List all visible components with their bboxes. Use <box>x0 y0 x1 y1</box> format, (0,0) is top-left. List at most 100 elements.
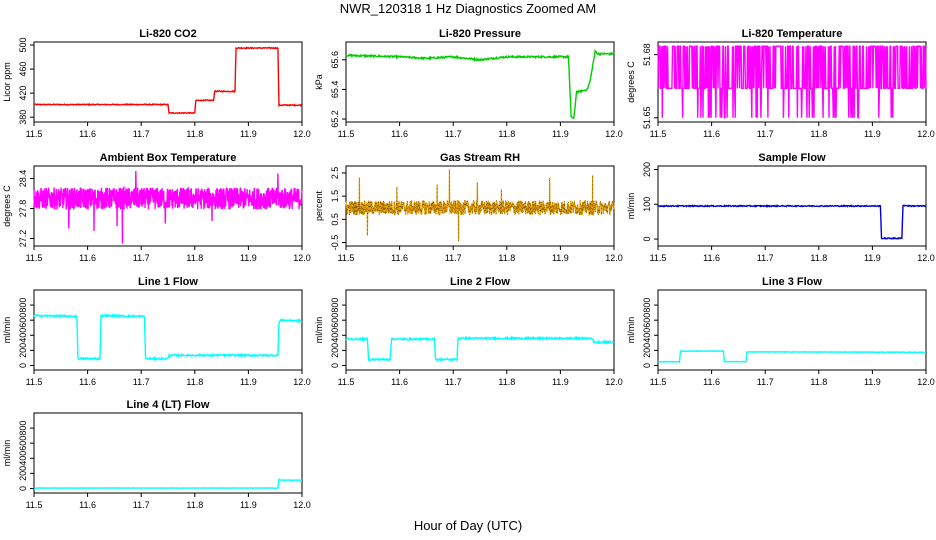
panel-title: Li-820 Pressure <box>439 28 521 40</box>
y-tick-label: 0 <box>642 237 652 242</box>
x-tick-label: 11.8 <box>186 253 203 263</box>
series-line <box>345 48 615 120</box>
y-tick-label: 51.65 <box>642 107 652 130</box>
plot-frame <box>345 41 615 123</box>
panel-title: Ambient Box Temperature <box>100 152 237 164</box>
x-tick-label: 11.5 <box>26 129 43 139</box>
x-tick-label: 11.7 <box>133 500 150 510</box>
x-tick-label: 11.5 <box>338 377 355 387</box>
x-tick-label: 11.9 <box>552 253 569 263</box>
y-tick-label: 800 <box>18 298 28 313</box>
chart-panel-7: Line 1 Flow ml/min 11.5 11.6 11.7 11.8 11.9 12.… <box>2 276 311 387</box>
plot-frame <box>33 41 303 123</box>
y-tick-label: 460 <box>18 62 28 77</box>
x-tick-label: 11.9 <box>864 129 881 139</box>
series-line <box>345 335 614 363</box>
panel-title: Gas Stream RH <box>440 152 520 164</box>
y-axis-label: degrees C <box>2 185 12 227</box>
y-tick-label: 400 <box>642 328 652 343</box>
y-tick-label: 800 <box>18 421 28 436</box>
x-tick-label: 12.0 <box>917 129 935 139</box>
chart-panel-4: Ambient Box Temperature degrees C 11.5 11.6… <box>2 152 311 263</box>
y-axis-label: ml/min <box>626 317 636 344</box>
chart-panel-10: Line 4 (LT) Flow ml/min 11.5 11.6 11.7 11.8 11… <box>2 399 311 510</box>
y-axis-label: ml/min <box>626 193 636 220</box>
x-tick-label: 11.9 <box>864 377 881 387</box>
x-tick-label: 12.0 <box>293 377 311 387</box>
y-tick-label: 200 <box>642 162 652 177</box>
plot-frame <box>345 289 615 371</box>
plot-frame <box>33 289 303 371</box>
x-tick-label: 11.6 <box>703 129 720 139</box>
x-tick-label: 12.0 <box>605 129 623 139</box>
x-tick-label: 11.9 <box>240 253 257 263</box>
y-tick-label: 200 <box>642 343 652 358</box>
panel-title: Li-820 Temperature <box>742 28 843 40</box>
x-tick-label: 11.8 <box>186 377 203 387</box>
chart-panel-3: Li-820 Temperature degrees C 11.5 11.6 11.7 1… <box>626 28 935 139</box>
x-tick-label: 11.7 <box>445 253 462 263</box>
x-tick-label: 12.0 <box>293 253 311 263</box>
x-axis-title: Hour of Day (UTC) <box>413 518 523 533</box>
panel-title: Li-820 CO2 <box>139 28 196 40</box>
y-tick-label: 200 <box>330 343 340 358</box>
x-tick-label: 11.7 <box>757 377 774 387</box>
x-tick-label: 11.8 <box>810 129 827 139</box>
x-tick-label: 11.7 <box>445 129 462 139</box>
y-tick-label: 600 <box>18 313 28 328</box>
x-tick-label: 11.5 <box>650 253 667 263</box>
x-tick-label: 11.7 <box>133 129 150 139</box>
panel-title: Line 2 Flow <box>450 276 510 288</box>
x-tick-label: 12.0 <box>605 377 623 387</box>
x-tick-label: 11.9 <box>552 377 569 387</box>
y-tick-label: 400 <box>330 328 340 343</box>
chart-panel-9: Line 3 Flow ml/min 11.5 11.6 11.7 11.8 11.9 12.… <box>626 276 935 387</box>
x-tick-label: 11.8 <box>186 500 203 510</box>
x-tick-label: 11.6 <box>391 253 408 263</box>
series-line <box>345 169 615 242</box>
x-tick-label: 11.5 <box>26 253 43 263</box>
y-axis-label: kPa <box>314 74 324 90</box>
x-tick-label: 12.0 <box>605 253 623 263</box>
chart-panel-5: Gas Stream RH percent 11.5 11.6 11.7 11.8 11.9… <box>314 152 623 263</box>
y-tick-label: 100 <box>642 197 652 212</box>
y-axis-label: Licor ppm <box>2 62 12 102</box>
y-tick-label: 0 <box>18 363 28 368</box>
x-tick-label: 11.8 <box>498 253 515 263</box>
x-tick-label: 11.7 <box>757 129 774 139</box>
y-axis-label: ml/min <box>2 440 12 467</box>
x-tick-label: 11.6 <box>703 377 720 387</box>
x-tick-label: 11.9 <box>240 377 257 387</box>
y-tick-label: 51.68 <box>642 43 652 66</box>
y-tick-label: 600 <box>330 313 340 328</box>
y-tick-label: -0.5 <box>330 235 340 251</box>
y-tick-label: 800 <box>330 298 340 313</box>
y-tick-label: 2.5 <box>330 167 340 180</box>
panel-title: Sample Flow <box>758 152 826 164</box>
series-line <box>33 477 302 489</box>
y-tick-label: 28.4 <box>18 170 28 188</box>
y-tick-label: 800 <box>642 298 652 313</box>
y-tick-label: 27.2 <box>18 230 28 248</box>
x-tick-label: 11.6 <box>79 129 96 139</box>
y-tick-label: 200 <box>18 343 28 358</box>
series-line <box>657 45 927 119</box>
x-tick-label: 11.6 <box>79 253 96 263</box>
y-tick-label: 0 <box>642 363 652 368</box>
x-tick-label: 11.9 <box>240 500 257 510</box>
x-tick-label: 11.9 <box>552 129 569 139</box>
x-tick-label: 11.8 <box>810 377 827 387</box>
x-tick-label: 11.8 <box>498 377 515 387</box>
plot-frame <box>657 289 927 371</box>
x-tick-label: 11.7 <box>445 377 462 387</box>
y-tick-label: 500 <box>18 37 28 52</box>
y-tick-label: 400 <box>18 451 28 466</box>
y-tick-label: 600 <box>18 436 28 451</box>
y-tick-label: 0 <box>18 486 28 491</box>
y-tick-label: 65.2 <box>330 110 340 128</box>
x-tick-label: 11.6 <box>391 129 408 139</box>
x-tick-label: 11.5 <box>650 377 667 387</box>
x-tick-label: 11.8 <box>498 129 515 139</box>
y-tick-label: 200 <box>18 466 28 481</box>
x-tick-label: 11.5 <box>650 129 667 139</box>
